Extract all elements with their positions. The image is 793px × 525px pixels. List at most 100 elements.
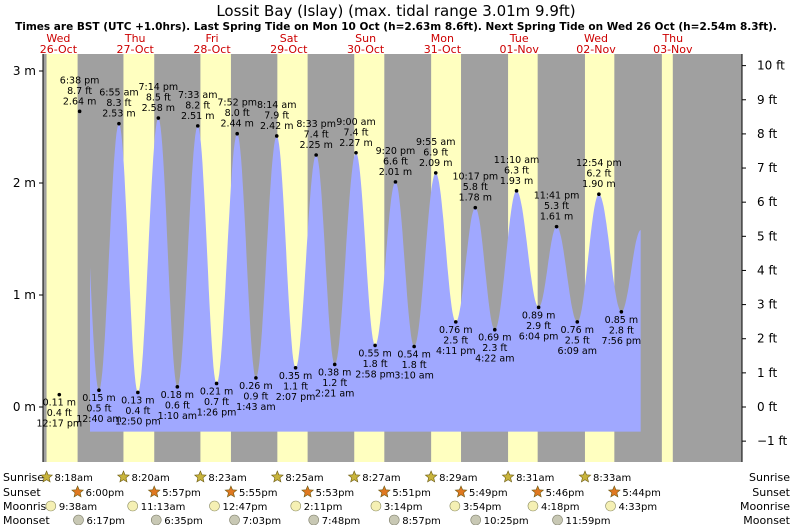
day-label-dow-3: Sat xyxy=(280,32,299,45)
day-label-dow-2: Fri xyxy=(205,32,218,45)
daylight-band-0 xyxy=(46,54,78,462)
tide-m-label-10: 2.44 m xyxy=(220,119,253,130)
tide-point-29 xyxy=(619,310,624,314)
tide-time-label-6: 7:14 pm xyxy=(139,82,179,93)
daylight-band-8 xyxy=(661,54,673,462)
sunrise-time-5: 8:29am xyxy=(439,473,477,484)
tide-point-2 xyxy=(77,109,82,114)
tide-ft-label-3: 0.5 ft xyxy=(86,404,111,415)
tide-point-4 xyxy=(117,121,121,126)
sunset-time-5: 5:49pm xyxy=(469,488,508,499)
tide-point-19 xyxy=(412,344,416,349)
left-tick-label-2: 2 m xyxy=(13,176,36,190)
tide-time-label-1: 12:17 pm xyxy=(36,419,82,430)
day-label-date-6: 01-Nov xyxy=(499,43,539,56)
tide-point-5 xyxy=(136,390,140,395)
day-labels: Wed26-OctThu27-OctFri28-OctSat29-OctSun3… xyxy=(40,32,693,56)
sunrise-icon-7 xyxy=(578,470,592,483)
day-label-date-7: 02-Nov xyxy=(576,43,616,56)
tide-time-label-12: 8:14 am xyxy=(257,100,296,111)
moonrise-time-2: 12:47pm xyxy=(222,502,267,513)
tide-m-label-4: 2.53 m xyxy=(102,109,135,120)
tide-ft-label-4: 8.3 ft xyxy=(106,98,131,109)
left-tick-label-1: 1 m xyxy=(13,288,36,302)
tide-point-6 xyxy=(156,116,161,120)
right-tick-label-0: −1 ft xyxy=(757,434,788,448)
day-label-date-8: 03-Nov xyxy=(653,43,693,56)
right-tick-label-11: 10 ft xyxy=(757,59,785,73)
tide-m-label-27: 0.76 m xyxy=(561,325,594,336)
sunrise-icon-3 xyxy=(270,470,284,483)
right-tick-label-2: 1 ft xyxy=(757,366,777,380)
sunset-icon-7 xyxy=(607,485,621,498)
moonset-icon-0 xyxy=(73,514,84,525)
moonrise-time-5: 3:54pm xyxy=(463,502,502,513)
tide-ft-label-21: 2.5 ft xyxy=(443,335,468,346)
sunrise-time-7: 8:33am xyxy=(593,473,631,484)
sunset-icon-6 xyxy=(531,485,545,498)
tide-time-label-9: 1:26 pm xyxy=(197,407,237,418)
moonset-icon-6 xyxy=(552,514,563,525)
sunset-icon-1 xyxy=(147,485,161,498)
tide-m-label-7: 0.18 m xyxy=(161,390,194,401)
sunrise-time-1: 8:20am xyxy=(131,473,169,484)
day-label-date-3: 29-Oct xyxy=(270,43,308,56)
sunrise-time-2: 8:23am xyxy=(208,473,246,484)
tide-time-label-7: 1:10 am xyxy=(158,411,197,422)
moonrise-icon-7 xyxy=(605,500,616,512)
tide-m-label-22: 1.78 m xyxy=(459,193,492,204)
tide-time-label-8: 7:33 am xyxy=(178,90,217,101)
tide-time-label-15: 2:21 am xyxy=(315,388,354,399)
tide-point-16 xyxy=(354,150,358,155)
tide-ft-label-23: 2.3 ft xyxy=(482,343,507,354)
tide-ft-label-14: 7.4 ft xyxy=(304,130,329,141)
tide-m-label-5: 0.13 m xyxy=(121,395,154,406)
tide-time-label-23: 4:22 am xyxy=(475,354,514,365)
tide-ft-label-27: 2.5 ft xyxy=(565,335,590,346)
moonrise-time-7: 4:33pm xyxy=(619,502,658,513)
left-tick-label-3: 3 m xyxy=(13,64,36,78)
moonset-time-3: 7:48pm xyxy=(322,516,361,525)
tide-m-label-19: 0.54 m xyxy=(397,350,430,361)
right-tick-label-8: 7 ft xyxy=(757,161,777,175)
right-tick-label-6: 5 ft xyxy=(757,229,777,243)
tide-m-label-2: 2.64 m xyxy=(63,96,96,107)
day-label-date-5: 31-Oct xyxy=(424,43,462,56)
tide-time-label-3: 12:40 am xyxy=(76,414,121,425)
tide-curve xyxy=(90,118,641,432)
tide-m-label-18: 2.01 m xyxy=(379,167,412,178)
tide-ft-label-17: 1.8 ft xyxy=(363,359,388,370)
moonrise-icon-0 xyxy=(45,500,57,512)
tide-m-label-1: 0.11 m xyxy=(43,398,76,409)
row-label-right-sunrise: Sunrise xyxy=(749,471,790,484)
tide-point-26 xyxy=(554,224,559,229)
tide-ft-label-20: 6.9 ft xyxy=(423,147,448,158)
day-label-dow-8: Thu xyxy=(661,32,683,45)
moonset-icon-4 xyxy=(388,514,400,525)
sunset-icon-3 xyxy=(301,485,315,498)
tide-m-label-3: 0.15 m xyxy=(82,393,115,404)
moonrise-icon-6 xyxy=(527,500,539,512)
moonrise-time-4: 3:14pm xyxy=(384,502,423,513)
sunrise-time-6: 8:31am xyxy=(516,473,554,484)
tide-ft-label-5: 0.4 ft xyxy=(125,406,150,417)
tide-m-label-8: 2.51 m xyxy=(181,111,214,122)
tide-point-13 xyxy=(293,366,298,370)
day-label-dow-7: Wed xyxy=(584,32,608,45)
tide-point-11 xyxy=(254,376,258,380)
sunrise-icon-2 xyxy=(193,470,207,483)
sunrise-icon-5 xyxy=(424,470,438,483)
sunset-time-7: 5:44pm xyxy=(622,488,661,499)
tide-time-label-25: 6:04 pm xyxy=(519,331,559,342)
day-label-date-1: 27-Oct xyxy=(117,43,155,56)
tide-ft-label-8: 8.2 ft xyxy=(185,100,210,111)
tide-time-label-14: 8:33 pm xyxy=(296,119,336,130)
tide-time-label-5: 12:50 pm xyxy=(115,416,161,427)
sunrise-icon-1 xyxy=(116,470,130,483)
tide-m-label-14: 2.25 m xyxy=(299,140,332,151)
sunset-time-4: 5:51pm xyxy=(392,488,431,499)
tide-ft-label-7: 0.6 ft xyxy=(165,400,190,411)
tide-point-12 xyxy=(274,134,279,138)
day-label-dow-6: Tue xyxy=(509,32,529,45)
moonset-icon-1 xyxy=(150,514,162,525)
